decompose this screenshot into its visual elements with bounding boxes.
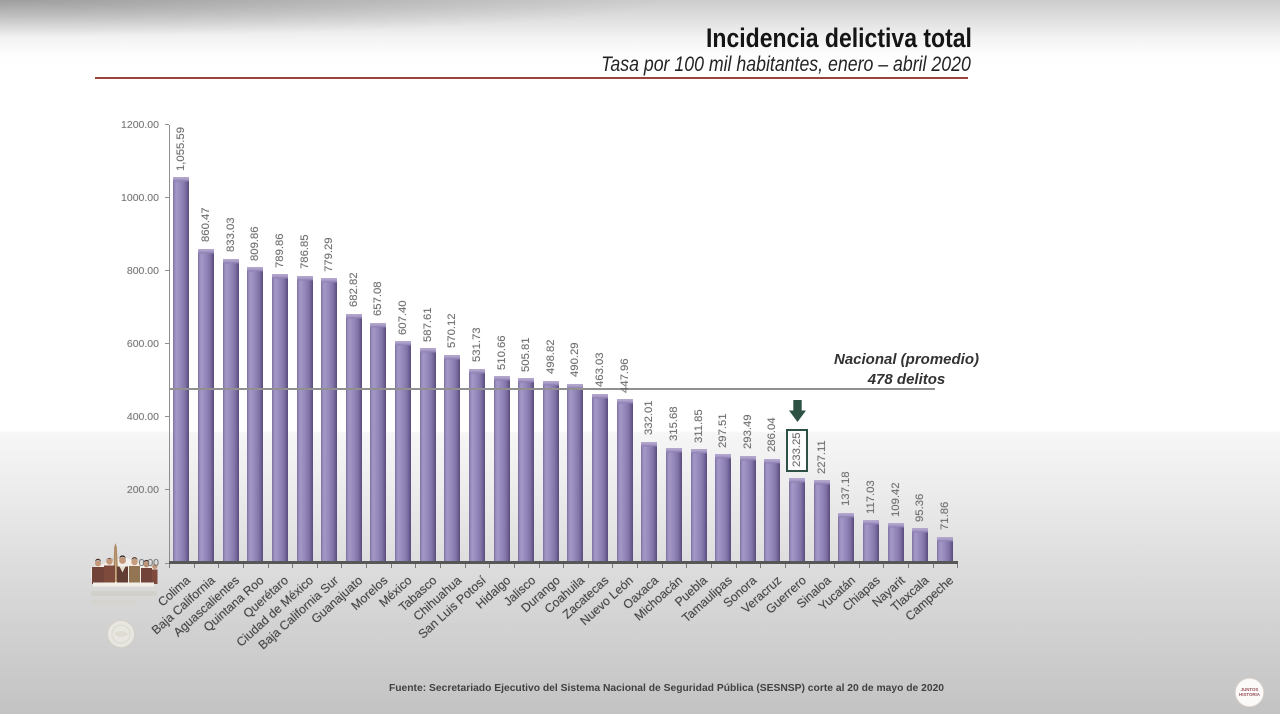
svg-text:JUNTOS: JUNTOS <box>1241 687 1259 692</box>
svg-text:HISTORIA: HISTORIA <box>1239 692 1261 697</box>
